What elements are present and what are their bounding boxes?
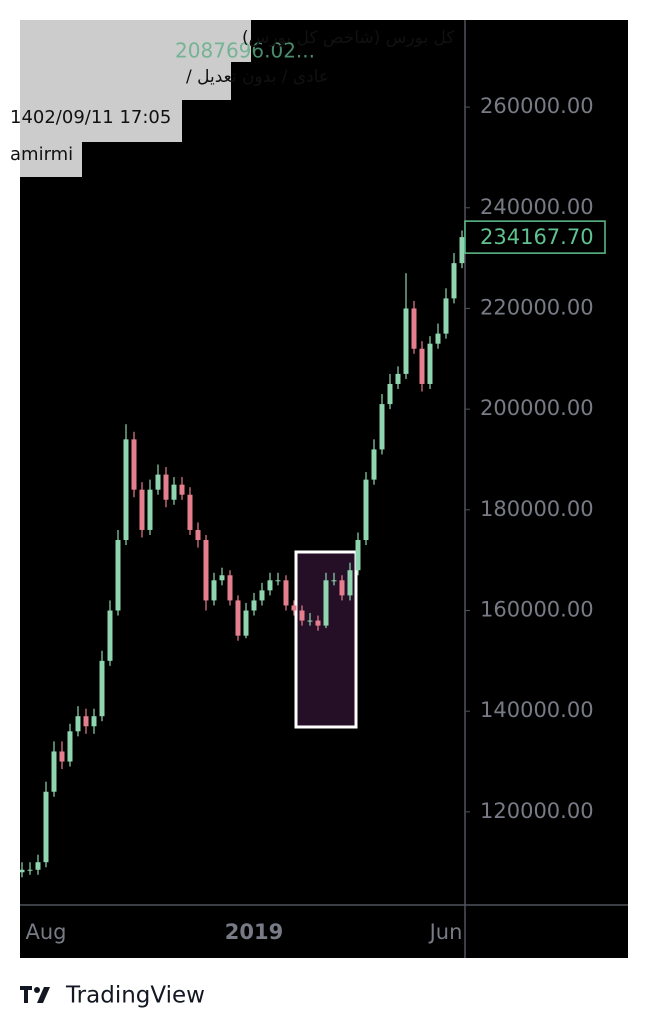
brand: TradingView	[65, 983, 205, 1009]
candle-body	[323, 580, 329, 626]
candle-body	[299, 610, 305, 621]
candle-body	[443, 298, 449, 334]
candle-body	[203, 540, 209, 601]
candle-body	[179, 484, 185, 495]
chart-title: کل بورس (شاخص کل بورس)	[242, 28, 455, 48]
candle-body	[107, 610, 113, 661]
chart-background	[20, 20, 628, 958]
brand-logo	[20, 986, 50, 1003]
candle-body	[355, 540, 361, 571]
y-tick-label: 240000.00	[480, 195, 594, 219]
candle-body	[123, 439, 129, 541]
candle-body	[235, 600, 241, 636]
y-tick-label: 120000.00	[480, 799, 594, 823]
price-axis: 120000.00 140000.00 160000.00 180000.00 2000…	[465, 94, 594, 823]
candle-body	[227, 575, 233, 601]
y-tick-label: 140000.00	[480, 698, 594, 722]
author: amirmi	[10, 144, 73, 165]
candle-body	[395, 373, 401, 384]
candle-body	[251, 600, 257, 611]
candle-body	[371, 449, 377, 480]
last-price-box	[464, 220, 606, 254]
candle-body	[43, 791, 49, 863]
last-price-label: 234167.70	[480, 225, 594, 249]
candle-body	[163, 474, 169, 500]
candle-body	[219, 575, 225, 581]
candle-body	[155, 474, 161, 490]
y-tick-label: 220000.00	[480, 295, 594, 319]
candle-body	[275, 580, 281, 582]
candle-body	[91, 716, 97, 727]
candle-body	[403, 308, 409, 374]
candle-body	[147, 489, 153, 530]
y-tick-label: 200000.00	[480, 396, 594, 420]
overlay-value: 2087696.02...	[175, 39, 315, 63]
y-tick-label: 160000.00	[480, 598, 594, 622]
candle-body	[211, 580, 217, 601]
y-tick-label: 180000.00	[480, 497, 594, 521]
candle-body	[347, 570, 353, 596]
candle-body	[131, 439, 137, 490]
candle-body	[187, 494, 193, 530]
legend-box	[20, 20, 251, 62]
candle-body	[331, 580, 337, 582]
candle-body	[67, 731, 73, 762]
candle-body	[435, 333, 441, 344]
candle-body	[283, 580, 289, 606]
legend-box	[20, 142, 82, 177]
candle-body	[411, 308, 417, 349]
x-tick-label: 2019	[225, 920, 283, 944]
candle-body	[379, 404, 385, 450]
candle-body	[267, 580, 273, 591]
x-tick-label: Aug	[25, 920, 66, 944]
candle-body	[27, 869, 33, 871]
legend-box	[20, 62, 231, 100]
chart-subtitle: عادی / بدون تعدیل /	[186, 67, 329, 87]
timestamp: 1402/09/11 17:05	[10, 107, 171, 128]
candle-body	[99, 660, 105, 717]
candle-body	[339, 580, 345, 596]
candle-body	[419, 348, 425, 384]
candle-body	[195, 529, 201, 541]
y-tick-label: 260000.00	[480, 94, 594, 118]
candle-body	[51, 751, 57, 792]
candle-body	[291, 605, 297, 611]
candle-body	[243, 610, 249, 636]
candle-body	[83, 716, 89, 727]
candle-body	[171, 484, 177, 500]
candles	[20, 230, 465, 878]
candle-body	[20, 869, 25, 873]
candle-body	[315, 620, 321, 626]
candle-body	[307, 620, 313, 622]
legend-box	[20, 100, 182, 142]
candle-body	[139, 489, 145, 530]
candle-body	[35, 862, 41, 870]
candle-body	[451, 263, 457, 299]
candle-body	[427, 343, 433, 384]
candle-body	[459, 237, 465, 264]
candle-body	[59, 751, 65, 762]
candle-body	[387, 383, 393, 405]
candle-body	[115, 540, 121, 611]
x-tick-label: Jun	[428, 920, 463, 944]
candle-body	[75, 716, 81, 732]
candle-body	[259, 590, 265, 601]
candle-body	[363, 479, 369, 541]
time-axis: Aug 2019 Jun	[25, 920, 462, 944]
